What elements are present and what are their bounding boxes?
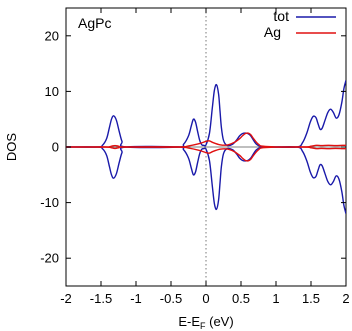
x-tick-label: 1.5 bbox=[302, 291, 320, 306]
tick-layer: -2 -1.5 -1 -0.5 0 0.5 1 1.5 2 -20 -10 0 10 20 bbox=[40, 8, 350, 306]
legend-label-ag: Ag bbox=[264, 24, 281, 40]
legend: tot Ag bbox=[264, 8, 336, 40]
x-tick-label: 2 bbox=[342, 291, 349, 306]
x-axis-title-main: E-E bbox=[178, 314, 200, 329]
y-tick-label: 20 bbox=[45, 28, 59, 43]
x-tick-label: -2 bbox=[60, 291, 72, 306]
y-tick-label: -10 bbox=[40, 195, 59, 210]
y-tick-label: -20 bbox=[40, 251, 59, 266]
legend-label-tot: tot bbox=[273, 8, 289, 24]
x-tick-label: 0.5 bbox=[232, 291, 250, 306]
x-tick-label: 1 bbox=[272, 291, 279, 306]
y-tick-label: 10 bbox=[45, 84, 59, 99]
x-axis-title: E-EF (eV) bbox=[178, 314, 233, 331]
x-axis-title-subscript: F bbox=[200, 321, 206, 331]
x-tick-label: -1 bbox=[130, 291, 142, 306]
x-tick-label: 0 bbox=[202, 291, 209, 306]
series-layer bbox=[66, 80, 346, 214]
x-tick-label: -0.5 bbox=[160, 291, 182, 306]
series-line-ag-down bbox=[66, 146, 346, 162]
annotation-label: AgPc bbox=[78, 15, 111, 31]
y-axis-title: DOS bbox=[4, 133, 19, 162]
y-tick-label: 0 bbox=[52, 140, 59, 155]
x-tick-label: -1.5 bbox=[90, 291, 112, 306]
x-axis-title-unit: (eV) bbox=[206, 314, 234, 329]
